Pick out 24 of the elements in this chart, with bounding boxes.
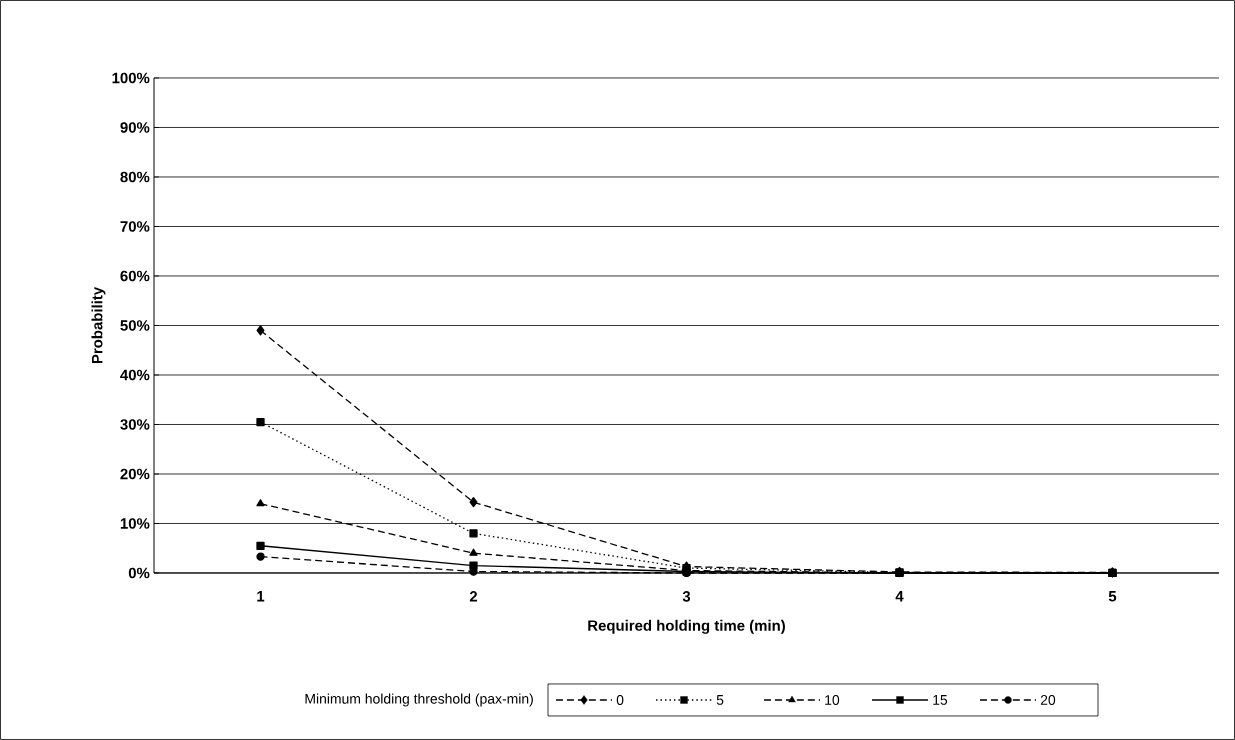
x-tick-label: 4 <box>895 591 904 602</box>
legend-label: 0 <box>616 695 624 705</box>
x-tick-label: 5 <box>1108 591 1117 602</box>
y-tick-label: 80% <box>120 171 150 183</box>
y-tick-label: 0% <box>128 567 150 579</box>
legend-title: Minimum holding threshold (pax-min) <box>305 693 533 707</box>
y-tick-label: 60% <box>120 270 150 282</box>
x-tick-label: 2 <box>469 591 478 602</box>
x-axis-title: Required holding time (min) <box>588 619 785 634</box>
y-tick-label: 100% <box>112 72 150 84</box>
y-tick-label: 20% <box>120 468 150 480</box>
y-tick-label: 30% <box>120 419 150 430</box>
y-tick-label: 10% <box>120 518 150 529</box>
legend-label: 20 <box>1040 695 1056 705</box>
y-tick-label: 40% <box>120 369 150 381</box>
x-tick-label: 3 <box>682 591 691 602</box>
legend-label: 10 <box>825 695 840 705</box>
legend-label: 15 <box>933 695 948 705</box>
legend-label: 5 <box>716 695 724 705</box>
y-tick-label: 90% <box>120 122 150 133</box>
y-axis-title: Probability <box>91 286 106 364</box>
y-tick-label: 50% <box>120 320 150 331</box>
y-tick-label: 70% <box>120 221 150 232</box>
x-tick-label: 1 <box>257 591 265 602</box>
